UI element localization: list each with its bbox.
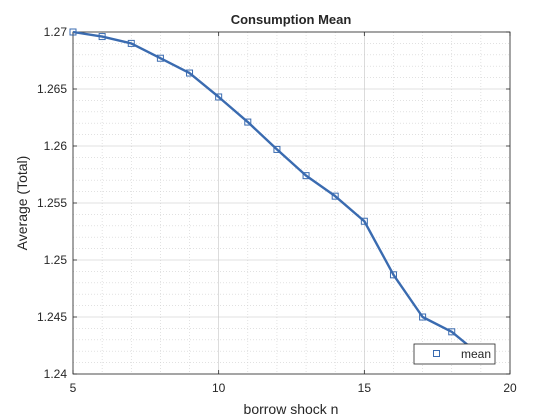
series-line-mean bbox=[72, 30, 482, 357]
legend-marker-square bbox=[433, 350, 440, 357]
data-point-marker bbox=[244, 118, 252, 126]
chart-title: Consumption Mean bbox=[231, 12, 352, 27]
data-point-marker bbox=[419, 313, 427, 321]
y-tick-label: 1.27 bbox=[44, 25, 68, 39]
data-point-marker bbox=[302, 172, 310, 180]
x-tick-label: 5 bbox=[70, 381, 77, 395]
data-point-marker bbox=[127, 39, 135, 47]
x-tick-label: 10 bbox=[212, 381, 226, 395]
data-point-marker bbox=[186, 69, 194, 77]
y-tick-label: 1.265 bbox=[37, 82, 67, 96]
y-tick-label: 1.245 bbox=[37, 310, 67, 324]
data-point-marker bbox=[69, 28, 77, 36]
y-tick-label: 1.255 bbox=[37, 196, 67, 210]
data-point-marker bbox=[156, 54, 164, 62]
legend: mean bbox=[413, 343, 496, 365]
y-axis-label: Average (Total) bbox=[14, 156, 30, 251]
x-tick-label: 15 bbox=[358, 381, 372, 395]
y-tick-label: 1.24 bbox=[44, 367, 68, 381]
data-point-marker bbox=[448, 328, 456, 336]
data-point-marker bbox=[331, 192, 339, 200]
data-point-marker bbox=[389, 271, 397, 279]
data-point-marker bbox=[360, 217, 368, 225]
y-tick-label: 1.25 bbox=[44, 253, 68, 267]
y-tick-label: 1.26 bbox=[44, 139, 68, 153]
x-axis-label: borrow shock n bbox=[244, 401, 339, 417]
x-tick-label: 20 bbox=[503, 381, 517, 395]
data-point-marker bbox=[215, 93, 223, 101]
data-point-marker bbox=[98, 33, 106, 41]
axis-ticks: 5 10 15 20 1.24 1.245 1.25 1.255 1.26 1.265 1.27 bbox=[37, 25, 517, 395]
data-point-marker bbox=[273, 145, 281, 153]
legend-label-mean: mean bbox=[461, 347, 491, 361]
legend-box bbox=[413, 343, 496, 365]
